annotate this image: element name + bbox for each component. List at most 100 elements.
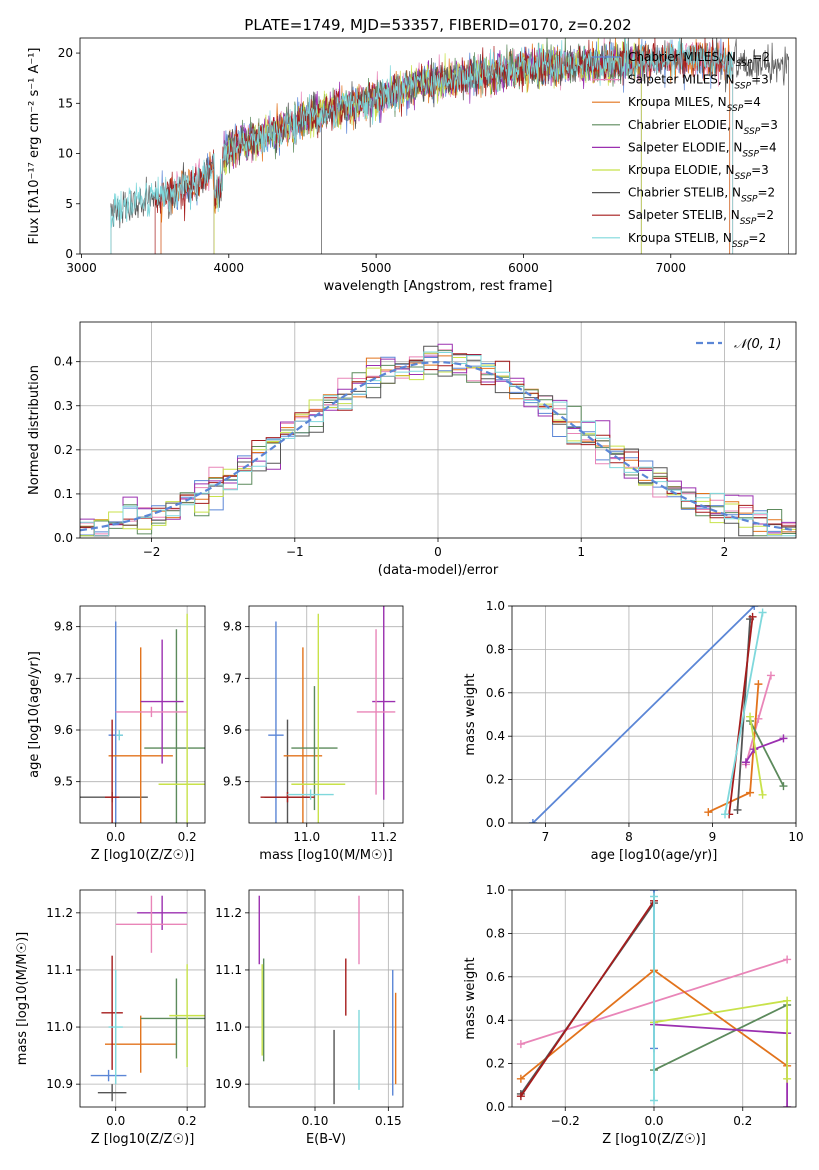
x-axis-label: Z [log10(Z/Z☉)] <box>91 848 195 863</box>
spectrum-legend: Chabrier MILES, NSSP=2 Salpeter MILES, NS… <box>592 50 778 250</box>
y-tick-label: 0.3 <box>54 399 73 413</box>
weight-marker <box>783 955 792 964</box>
legend-label: Chabrier ELODIE, NSSP=3 <box>628 118 778 137</box>
y-axis-label: age [log10(age/yr)] <box>27 651 42 778</box>
y-axis-label: mass weight <box>463 673 478 755</box>
y-tick-label: 1.0 <box>486 599 505 613</box>
x-tick-label: 2 <box>721 545 729 559</box>
weight-marker <box>779 782 788 791</box>
y-tick-label: 0.2 <box>54 443 73 457</box>
x-axis-label: mass [log10(M/M☉)] <box>259 848 392 863</box>
weight-line <box>653 1004 788 1071</box>
x-tick-label: 0.15 <box>375 1114 402 1128</box>
x-tick-label: 0.0 <box>106 830 125 844</box>
y-tick-label: 0.4 <box>486 1013 505 1027</box>
weight-line <box>749 720 785 787</box>
figure-title: PLATE=1749, MJD=53357, FIBERID=0170, z=0… <box>244 16 631 34</box>
x-axis-label: Z [log10(Z/Z☉)] <box>91 1132 195 1147</box>
y-tick-label: 9.6 <box>54 723 73 737</box>
legend-label: Kroupa STELIB, NSSP=2 <box>628 231 766 250</box>
y-tick-label: 0.6 <box>486 970 505 984</box>
y-tick-label: 0.8 <box>486 926 505 940</box>
weight-marker <box>721 810 729 819</box>
plot-area <box>80 343 796 537</box>
x-tick-label: 11.0 <box>293 830 320 844</box>
x-tick-label: −0.2 <box>551 1114 580 1128</box>
y-tick-label: 9.5 <box>223 775 242 789</box>
x-tick-label: 3000 <box>66 261 97 275</box>
chart-weight_vs_Z: −0.2 0.0 0.2 0.0 0.2 0.4 0.6 0.8 1.0 Z [log10(Z/Z… <box>463 883 797 1147</box>
y-tick-label: 20 <box>58 46 73 60</box>
plot-area <box>110 38 789 254</box>
y-tick-label: 0.4 <box>54 355 73 369</box>
axes-frame <box>79 37 797 255</box>
y-tick-label: 0.6 <box>486 686 505 700</box>
errorbar-point <box>105 1015 177 1073</box>
x-tick-label: 0.0 <box>644 1114 663 1128</box>
weight-line <box>728 616 754 815</box>
y-tick-label: 0.2 <box>486 773 505 787</box>
chart-mass_vs_Z: 0.0 0.2 10.9 11.0 11.1 11.2 Z [log10(Z/Z☉)] mas… <box>15 889 206 1147</box>
weight-marker <box>758 608 767 617</box>
weight-marker <box>750 606 759 610</box>
y-axis-label: mass weight <box>463 957 478 1039</box>
weight-marker <box>783 1103 792 1107</box>
y-tick-label: 11.0 <box>215 1020 242 1034</box>
weight-marker <box>650 892 658 901</box>
weight-line <box>532 606 755 823</box>
y-tick-label: 0.0 <box>54 531 73 545</box>
x-tick-label: 0.0 <box>106 1114 125 1128</box>
x-tick-label: 10 <box>788 830 803 844</box>
x-axis-label: age [log10(age/yr)] <box>591 848 718 863</box>
x-axis-label: wavelength [Angstrom, rest frame] <box>324 279 553 294</box>
weight-marker <box>779 734 788 743</box>
x-tick-label: −1 <box>286 545 304 559</box>
weight-marker <box>650 1096 658 1105</box>
x-tick-label: 7000 <box>656 261 687 275</box>
y-tick-label: 9.6 <box>223 723 242 737</box>
weight-line <box>520 900 655 1097</box>
y-tick-label: 9.7 <box>223 671 242 685</box>
weight-marker <box>748 612 757 621</box>
legend-label: 𝒩(0, 1) <box>734 337 781 352</box>
axes-frame <box>248 889 404 1108</box>
plot-area <box>528 606 788 823</box>
weight-marker <box>516 1040 525 1049</box>
legend-label: Chabrier STELIB, NSSP=2 <box>628 186 775 205</box>
legend-label: Salpeter STELIB, NSSP=2 <box>628 208 774 227</box>
weight-marker <box>704 808 713 817</box>
axes-frame <box>248 605 404 824</box>
errorbar-point <box>144 629 205 823</box>
x-tick-label: 6000 <box>508 261 539 275</box>
y-tick-label: 9.8 <box>223 620 242 634</box>
errorbar-point <box>90 1069 127 1082</box>
legend-label: Kroupa ELODIE, NSSP=3 <box>628 163 769 182</box>
axes-frame <box>79 889 206 1108</box>
y-axis-label: Flux [fλ10⁻¹⁷ erg cm⁻² s⁻¹ A⁻¹] <box>27 48 42 245</box>
weight-marker <box>528 819 537 823</box>
errorbar-point <box>97 1084 127 1102</box>
x-axis-label: Z [log10(Z/Z☉)] <box>602 1132 706 1147</box>
errorbar-point <box>115 895 188 953</box>
x-tick-label: 11.2 <box>370 830 397 844</box>
x-tick-label: 0 <box>434 545 442 559</box>
x-tick-label: −2 <box>143 545 161 559</box>
weight-marker <box>516 1074 525 1083</box>
errorbar-point <box>140 639 184 764</box>
y-tick-label: 0.1 <box>54 487 73 501</box>
y-tick-label: 15 <box>58 96 73 110</box>
x-tick-label: 0.2 <box>178 1114 197 1128</box>
legend-label: Chabrier MILES, NSSP=2 <box>628 50 770 69</box>
y-tick-label: 0.8 <box>486 642 505 656</box>
x-tick-label: 7 <box>542 830 550 844</box>
x-tick-label: 1 <box>577 545 585 559</box>
y-tick-label: 0.4 <box>486 729 505 743</box>
weight-marker <box>783 996 792 1005</box>
chart-weight_vs_age: 7 8 9 10 0.0 0.2 0.4 0.6 0.8 1.0 age [log10(age/yr… <box>463 599 804 863</box>
axes-frame <box>511 605 797 824</box>
x-tick-label: 8 <box>625 830 633 844</box>
axes-frame <box>79 605 206 824</box>
errorbar-point <box>291 686 338 811</box>
x-tick-label: 0.2 <box>733 1114 752 1128</box>
